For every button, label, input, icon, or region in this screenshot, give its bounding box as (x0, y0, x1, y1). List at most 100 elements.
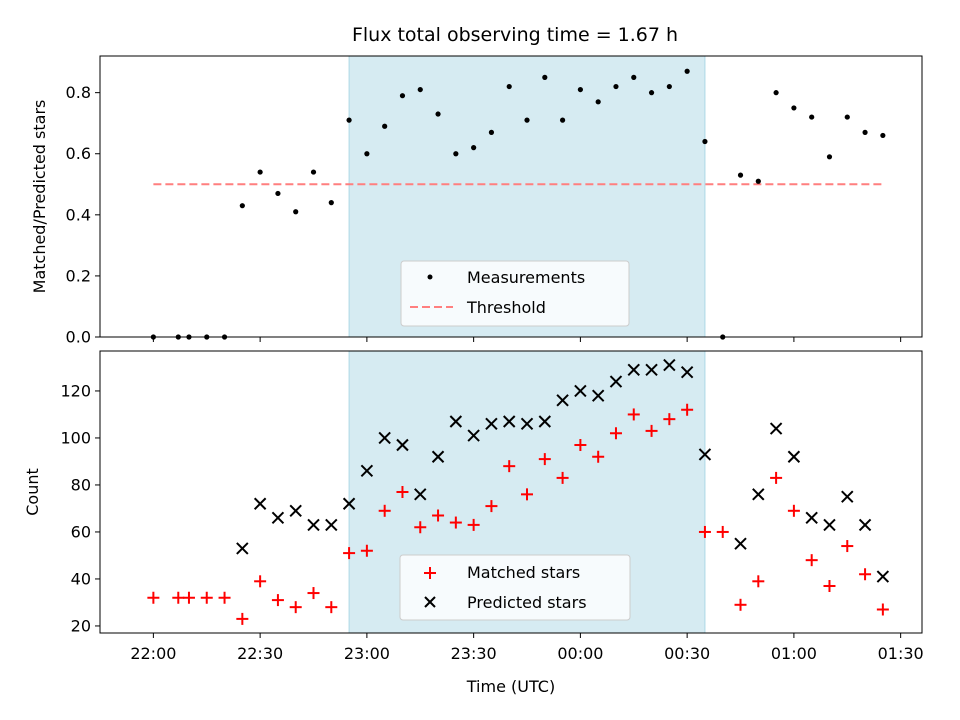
predicted-point-5 (325, 518, 338, 532)
measurement-point-27 (631, 74, 637, 80)
bottom-ytick-label-3: 80 (71, 475, 91, 494)
matched-point-39 (841, 540, 854, 553)
matched-point-19 (485, 500, 498, 513)
bottom-xtick-label-1: 22:30 (237, 644, 283, 663)
measurement-point-9 (310, 169, 317, 175)
top-axes-frame (99, 55, 923, 338)
measurement-point-15 (417, 86, 423, 93)
bottom-ytick-label-2: 60 (71, 522, 91, 541)
measurement-point-22 (542, 74, 548, 80)
predicted-point-7 (360, 464, 374, 478)
measurement-point-21 (524, 117, 530, 123)
matched-point-23 (556, 471, 569, 484)
measurement-point-30 (684, 68, 690, 74)
matched-point-36 (787, 504, 800, 517)
matched-point-11 (343, 547, 356, 560)
top-ytick-label-0: 0.0 (66, 328, 91, 347)
bottom-legend: Matched stars Predicted stars (399, 554, 631, 621)
measurement-point-19 (488, 129, 495, 135)
matched-point-26 (609, 427, 622, 440)
predicted-point-8 (378, 431, 391, 445)
matched-point-22 (538, 453, 551, 466)
measurement-point-41 (880, 132, 886, 139)
measurement-point-5 (239, 203, 245, 209)
matched-point-14 (396, 486, 409, 498)
top-legend: Measurements Threshold (400, 260, 630, 327)
predicted-point-33 (841, 490, 854, 503)
matched-point-0 (147, 591, 160, 604)
matched-point-13 (378, 504, 391, 517)
matched-point-15 (414, 521, 427, 534)
matched-point-30 (681, 403, 694, 416)
legend-threshold-label: Threshold (466, 298, 546, 317)
legend-predicted-marker (424, 596, 436, 608)
matched-point-16 (432, 509, 445, 522)
predicted-point-12 (449, 415, 463, 428)
predicted-point-15 (503, 415, 516, 428)
matched-point-34 (752, 575, 765, 588)
top-ytick-label-3: 0.6 (66, 144, 91, 163)
predicted-point-29 (769, 422, 783, 435)
measurement-point-33 (737, 172, 744, 178)
matched-point-12 (360, 544, 373, 557)
predicted-point-34 (858, 518, 872, 532)
matched-point-29 (663, 413, 676, 426)
measurement-point-40 (862, 129, 868, 135)
bottom-xtick-label-7: 01:30 (878, 644, 924, 663)
predicted-point-13 (467, 429, 480, 442)
matched-point-24 (574, 439, 587, 451)
measurement-point-7 (275, 190, 281, 197)
predicted-point-35 (876, 570, 890, 583)
top-ytick-label-2: 0.4 (66, 205, 91, 224)
matched-point-18 (467, 518, 480, 531)
bottom-ytick-label-1: 40 (71, 569, 91, 588)
predicted-point-3 (289, 504, 302, 518)
bottom-ytick-label-4: 100 (60, 428, 91, 447)
measurement-point-24 (577, 86, 583, 93)
measurement-point-28 (648, 90, 655, 96)
top-ytick-label-1: 0.2 (66, 266, 91, 285)
matched-point-17 (449, 516, 462, 529)
legend-matched-label: Matched stars (467, 563, 580, 582)
bottom-xtick-label-3: 23:30 (451, 644, 497, 663)
predicted-point-2 (271, 511, 285, 525)
predicted-point-4 (307, 518, 320, 532)
predicted-point-23 (645, 363, 658, 377)
bottom-xtick-label-4: 00:00 (557, 644, 603, 663)
predicted-point-30 (787, 450, 801, 463)
bottom-xtick-label-2: 23:00 (344, 644, 390, 663)
legend-measurements-marker (427, 274, 433, 280)
predicted-point-19 (574, 384, 587, 398)
matched-point-25 (592, 450, 605, 463)
matched-point-40 (859, 568, 872, 581)
predicted-point-14 (485, 417, 498, 431)
matched-point-5 (236, 612, 249, 625)
matched-point-8 (289, 601, 302, 614)
legend-measurements-label: Measurements (467, 268, 585, 287)
matched-stars-points (147, 403, 889, 625)
top-legend-box (400, 260, 630, 327)
matched-point-2 (182, 591, 195, 604)
measurement-point-6 (257, 169, 263, 175)
matched-point-27 (627, 408, 640, 421)
measurement-point-37 (809, 114, 815, 120)
legend-predicted-label: Predicted stars (467, 593, 587, 612)
bottom-y-ticks: 20 40 60 80 100 120 (60, 381, 100, 635)
x-axis-label: Time (UTC) (466, 677, 555, 696)
predicted-point-11 (431, 450, 445, 463)
matched-point-21 (521, 488, 534, 501)
measurement-point-31 (702, 138, 708, 145)
bottom-ytick-label-5: 120 (60, 381, 91, 400)
predicted-point-32 (823, 518, 836, 532)
measurement-point-16 (435, 111, 441, 117)
top-x-ticks (152, 337, 902, 342)
matched-point-3 (200, 591, 213, 604)
predicted-point-24 (663, 358, 676, 372)
matched-point-38 (823, 580, 836, 592)
measurements-points (150, 68, 886, 340)
bottom-xtick-label-6: 01:00 (771, 644, 817, 663)
bottom-xtick-label-5: 00:30 (664, 644, 710, 663)
measurement-point-10 (328, 200, 334, 206)
predicted-point-22 (627, 363, 640, 377)
